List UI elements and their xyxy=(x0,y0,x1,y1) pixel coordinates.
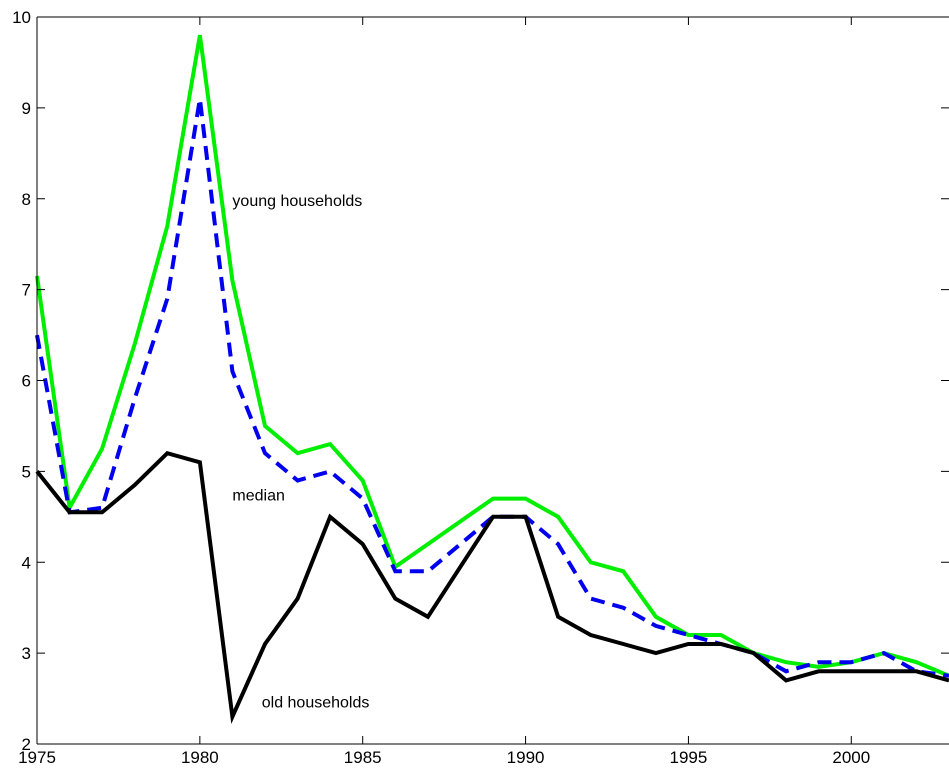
series-layer xyxy=(35,34,949,725)
series-line-old-households xyxy=(35,450,949,725)
annotation-young-households: young households xyxy=(232,193,362,210)
x-tick-label: 1985 xyxy=(344,748,382,767)
x-tick-label: 2000 xyxy=(832,748,870,767)
plot-background xyxy=(37,17,949,744)
annotation-layer: young households median old households xyxy=(232,193,369,712)
annotation-old-households: old households xyxy=(262,695,370,712)
series-line-median xyxy=(35,98,949,678)
y-tick-label: 2 xyxy=(22,735,31,754)
annotation-median: median xyxy=(232,487,284,504)
y-tick-label: 6 xyxy=(22,372,31,391)
y-tick-label: 4 xyxy=(22,553,31,572)
x-tick-label: 1995 xyxy=(670,748,708,767)
y-tick-label: 3 xyxy=(22,644,31,663)
y-tick-label: 8 xyxy=(22,190,31,209)
y-tick-label: 10 xyxy=(12,8,31,27)
y-tick-label: 7 xyxy=(22,281,31,300)
y-tick-label: 5 xyxy=(22,462,31,481)
axes-layer: 2 3 4 5 6 7 8 9 10 1975 1980 1985 1990 1995 2000 xyxy=(12,8,949,767)
x-tick-label: 1975 xyxy=(18,748,56,767)
series-line-young-households xyxy=(35,34,949,678)
y-tick-label: 9 xyxy=(22,99,31,118)
x-tick-label: 1980 xyxy=(181,748,219,767)
x-tick-label: 1990 xyxy=(507,748,545,767)
